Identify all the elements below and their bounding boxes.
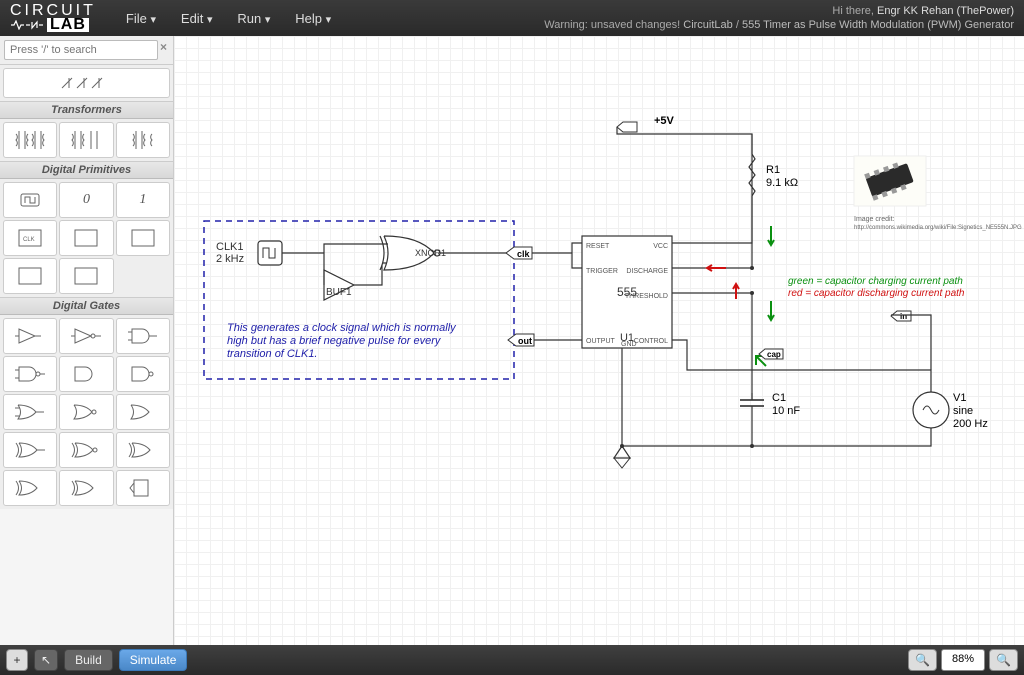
- brand-text-2: LAB: [47, 18, 89, 32]
- comp-item[interactable]: [59, 394, 113, 430]
- comp-item[interactable]: [116, 394, 170, 430]
- comp-item[interactable]: [3, 394, 57, 430]
- vcc-label: +5V: [654, 115, 675, 127]
- svg-text:RESET: RESET: [586, 243, 610, 250]
- arrow-green: [768, 226, 774, 245]
- comp-item[interactable]: [59, 356, 113, 392]
- zoom-in-button[interactable]: 🔍: [989, 649, 1018, 671]
- svg-text:out: out: [518, 336, 532, 346]
- comp-item[interactable]: [3, 68, 170, 98]
- arrow-red: [707, 265, 726, 271]
- header-user-area: Hi there, Engr KK Rehan (ThePower) Warni…: [544, 4, 1014, 33]
- component-palette[interactable]: Transformers Digital Primitives 0 1 CLK …: [0, 65, 173, 645]
- probe-out: out: [508, 334, 534, 346]
- comp-item[interactable]: [116, 318, 170, 354]
- svg-text:clk: clk: [517, 249, 531, 259]
- category-header: Digital Gates: [0, 297, 173, 315]
- probe-in: in: [891, 311, 911, 321]
- comp-item[interactable]: [3, 318, 57, 354]
- c1-val: 10 nF: [772, 405, 800, 417]
- app-header: CIRCUIT LAB File ▾ Edit ▾ Run ▾ Help ▾ H…: [0, 0, 1024, 36]
- ic-photo: [854, 156, 926, 206]
- bottom-toolbar: + ↖ Build Simulate 🔍 88% 🔍: [0, 645, 1024, 675]
- comp-item[interactable]: [3, 182, 57, 218]
- comp-item[interactable]: [3, 470, 57, 506]
- main-menu: File ▾ Edit ▾ Run ▾ Help ▾: [126, 11, 331, 26]
- add-button[interactable]: +: [6, 649, 28, 671]
- comp-item[interactable]: [3, 122, 57, 158]
- c1-name: C1: [772, 392, 786, 404]
- schematic-canvas[interactable]: This generates a clock signal which is n…: [174, 36, 1024, 645]
- r1-name: R1: [766, 164, 780, 176]
- comp-item[interactable]: [3, 432, 57, 468]
- brand-wave-icon: [10, 20, 44, 30]
- svg-text:THRESHOLD: THRESHOLD: [625, 293, 668, 300]
- menu-file[interactable]: File ▾: [126, 11, 156, 26]
- username-link[interactable]: Engr KK Rehan (ThePower): [877, 5, 1014, 17]
- menu-help[interactable]: Help ▾: [295, 11, 331, 26]
- comp-item[interactable]: 0: [59, 182, 113, 218]
- svg-text:VCC: VCC: [653, 243, 668, 250]
- svg-text:in: in: [900, 312, 907, 321]
- search-input[interactable]: [4, 40, 158, 60]
- svg-text:OUTPUT: OUTPUT: [586, 338, 616, 345]
- menu-edit[interactable]: Edit ▾: [181, 11, 212, 26]
- search-clear-icon[interactable]: ×: [158, 40, 169, 60]
- category-header: Transformers: [0, 101, 173, 119]
- svg-text:DISCHARGE: DISCHARGE: [626, 268, 668, 275]
- arrow-green: [768, 301, 774, 320]
- image-credit-2: http://commons.wikimedia.org/wiki/File:S…: [854, 225, 1022, 231]
- comp-item[interactable]: [116, 470, 170, 506]
- cursor-tool-button[interactable]: ↖: [34, 649, 58, 671]
- clk-name: CLK1: [216, 241, 244, 253]
- v1-name: V1: [953, 392, 966, 404]
- brand-logo: CIRCUIT LAB: [10, 4, 96, 33]
- comp-item[interactable]: [3, 258, 57, 294]
- comp-item[interactable]: CLK: [3, 220, 57, 256]
- comp-item[interactable]: [116, 220, 170, 256]
- comp-item[interactable]: [59, 318, 113, 354]
- r1-val: 9.1 kΩ: [766, 177, 798, 189]
- comp-item[interactable]: [116, 356, 170, 392]
- svg-text:cap: cap: [767, 350, 781, 359]
- comp-item[interactable]: [116, 122, 170, 158]
- svg-text:CONTROL: CONTROL: [634, 338, 668, 345]
- schematic-svg: This generates a clock signal which is n…: [174, 36, 1024, 645]
- zoom-out-button[interactable]: 🔍: [908, 649, 937, 671]
- probe-cap: cap: [759, 349, 783, 359]
- buf-label: BUF1: [326, 287, 352, 298]
- comp-item[interactable]: [116, 432, 170, 468]
- clk-freq: 2 kHz: [216, 253, 244, 265]
- v1-type: sine: [953, 405, 973, 417]
- svg-text:CLK: CLK: [23, 237, 35, 243]
- comp-item[interactable]: [59, 470, 113, 506]
- legend-red: red = capacitor discharging current path: [788, 288, 965, 299]
- comp-item[interactable]: [59, 432, 113, 468]
- image-credit-1: Image credit:: [854, 216, 895, 223]
- comp-item[interactable]: [59, 258, 113, 294]
- legend-green: green = capacitor charging current path: [788, 276, 963, 287]
- zoom-display: 88%: [941, 649, 985, 671]
- probe-clk: clk: [506, 247, 532, 259]
- note-text: This generates a clock signal which is n…: [227, 322, 457, 360]
- simulate-button[interactable]: Simulate: [119, 649, 188, 671]
- arrow-red: [733, 284, 739, 299]
- comp-item[interactable]: [59, 122, 113, 158]
- breadcrumb-doc[interactable]: 555 Timer as Pulse Width Modulation (PWM…: [742, 19, 1014, 31]
- comp-item[interactable]: [59, 220, 113, 256]
- component-sidebar: × Transformers Digital Primitives 0 1 CL…: [0, 36, 174, 645]
- comp-item[interactable]: 1: [116, 182, 170, 218]
- vcc-flag: [617, 122, 637, 132]
- comp-item[interactable]: [3, 356, 57, 392]
- menu-run[interactable]: Run ▾: [237, 11, 270, 26]
- build-button[interactable]: Build: [64, 649, 113, 671]
- svg-text:TRIGGER: TRIGGER: [586, 268, 618, 275]
- v1-freq: 200 Hz: [953, 418, 988, 430]
- category-header: Digital Primitives: [0, 161, 173, 179]
- breadcrumb-root[interactable]: CircuitLab: [683, 19, 733, 31]
